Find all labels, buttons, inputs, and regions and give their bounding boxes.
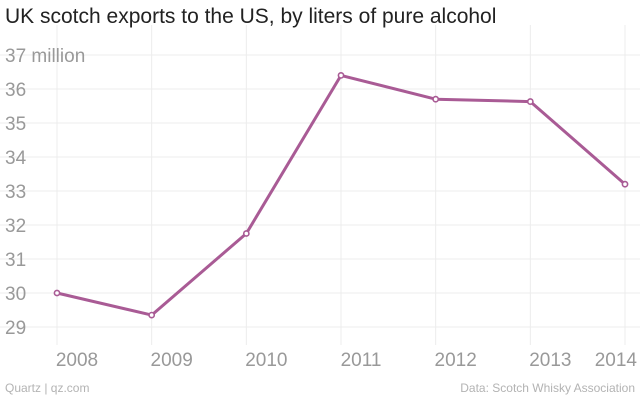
x-tick-label-2010: 2010 (245, 350, 287, 371)
y-tick-label-29: 29 (5, 318, 26, 339)
footer-source: Data: Scotch Whisky Association (460, 381, 635, 395)
x-tick-label-2008: 2008 (56, 350, 98, 371)
data-point-2008[interactable] (53, 289, 61, 297)
data-point-2013[interactable] (526, 98, 534, 105)
x-tick-label-2012: 2012 (435, 350, 477, 371)
x-tick-label-2014: 2014 (595, 350, 638, 371)
y-tick-label-36: 36 (5, 80, 26, 101)
y-tick-label-33: 33 (5, 182, 26, 203)
gridlines (0, 25, 640, 345)
y-axis-ticks: 29 30 31 32 33 34 35 36 37 million (5, 46, 85, 339)
data-point-2011[interactable] (337, 72, 345, 79)
data-point-2014[interactable] (621, 180, 629, 188)
data-point-2012[interactable] (432, 95, 440, 103)
footer-credit: Quartz | qz.com (5, 381, 90, 395)
y-tick-label-32: 32 (5, 216, 26, 237)
data-point-2009[interactable] (148, 311, 156, 319)
x-axis-ticks: 2008 2009 2010 2011 2012 2013 2014 (56, 350, 638, 371)
y-tick-label-30: 30 (5, 284, 26, 305)
x-tick-label-2009: 2009 (151, 350, 193, 371)
x-tick-label-2011: 2011 (341, 350, 382, 371)
y-tick-label-35: 35 (5, 114, 26, 135)
y-tick-label-31: 31 (5, 250, 26, 271)
x-tick-label-2013: 2013 (529, 350, 571, 371)
data-point-2010[interactable] (242, 230, 250, 237)
y-tick-label-34: 34 (5, 148, 27, 169)
chart-title: UK scotch exports to the US, by liters o… (5, 5, 497, 28)
y-tick-label-37: 37 million (5, 46, 85, 67)
series-group (53, 72, 629, 319)
